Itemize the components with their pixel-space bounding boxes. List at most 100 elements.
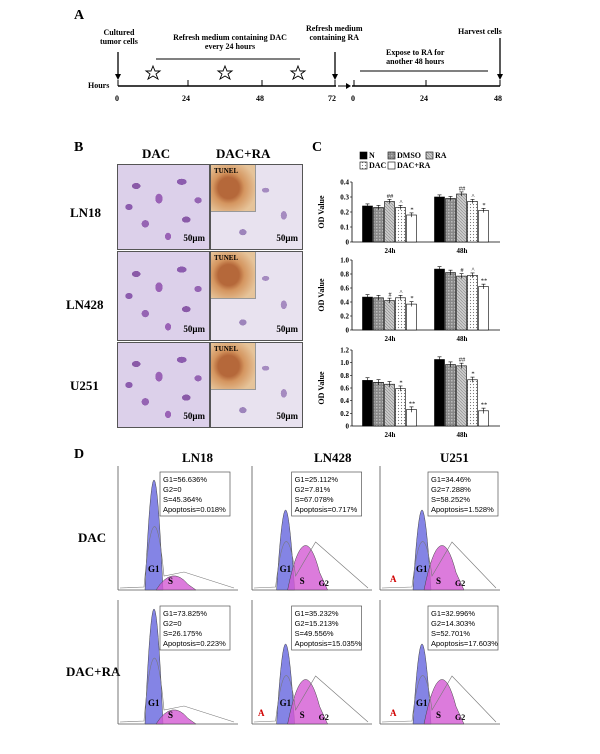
y-tick-label: 1.0: [340, 359, 349, 367]
y-tick-label: 0: [346, 327, 350, 335]
legend-swatch: [359, 151, 368, 160]
histogram-trace: [119, 526, 235, 589]
s-label: S: [168, 576, 173, 586]
apoptosis-label: A: [258, 708, 265, 718]
tick-label: 48: [494, 94, 502, 103]
expose-label: Expose to RA for another 48 hours: [386, 48, 445, 66]
significance-mark: **: [481, 402, 488, 409]
significance-mark: ##: [387, 193, 394, 200]
g1-peak: [144, 608, 164, 725]
y-tick-label: 0: [346, 239, 350, 247]
stats-box: [291, 471, 362, 517]
micrograph-ln428-dac-ra: TUNEL 50μm: [210, 251, 303, 341]
stats-line: Apoptosis=1.528%: [431, 505, 494, 514]
stats-line: G2=0: [163, 619, 182, 628]
g1-peak: [144, 479, 164, 591]
tick-label: 0: [115, 94, 119, 103]
tunel-label: TUNEL: [214, 167, 239, 175]
tunel-label: TUNEL: [214, 254, 239, 262]
harvest-label: Harvest cells: [458, 27, 502, 36]
significance-mark: ^: [471, 266, 474, 273]
row-label-ln18: LN18: [70, 205, 102, 220]
histogram-trace: [253, 541, 369, 589]
y-tick-label: 0.2: [340, 209, 349, 217]
col-header-dac-ra: DAC+RA: [216, 146, 271, 161]
g2-label: G2: [319, 713, 329, 722]
stats-line: G1=73.825%: [163, 609, 207, 618]
g1-label: G1: [416, 698, 428, 708]
row-label-u251: U251: [70, 378, 99, 393]
legend-swatch: [387, 161, 396, 170]
y-tick-label: 0.8: [340, 271, 349, 279]
refresh-dac-label: Refresh medium containing DAC every 24 h…: [173, 33, 287, 51]
y-tick-label: 0: [346, 423, 350, 431]
s-phase-area: [155, 709, 197, 725]
stats-line: G1=35.232%: [295, 609, 339, 618]
apoptosis-label: A: [390, 574, 397, 584]
y-tick-label: 0.2: [340, 410, 349, 418]
y-tick-label: 0.3: [340, 194, 349, 202]
y-axis-label: OD Value: [317, 278, 326, 312]
s-phase-area: [155, 575, 197, 591]
significance-mark: ^: [399, 199, 402, 206]
s-label: S: [436, 576, 441, 586]
stats-line: S=49.556%: [295, 629, 334, 638]
panel-label-c: C: [312, 140, 323, 155]
s-phase-area: [423, 679, 465, 725]
scale-bar-label: 50μm: [183, 411, 205, 421]
micrograph-ln18-dac: 50μm: [117, 164, 210, 250]
stats-line: S=67.078%: [295, 495, 334, 504]
legend-swatch: [359, 161, 368, 170]
y-tick-label: 0.6: [340, 385, 349, 393]
significance-mark: ^: [471, 193, 474, 200]
y-tick-label: 0.8: [340, 372, 349, 380]
panel-label-a: A: [74, 8, 85, 23]
legend-label: DAC+RA: [397, 161, 431, 170]
y-tick-label: 0.4: [340, 179, 349, 187]
g2-label: G2: [455, 579, 465, 588]
refresh-ra-label: Refresh medium containing RA: [306, 24, 363, 42]
legend-label: DAC: [369, 161, 387, 170]
legend-swatch: [387, 151, 396, 160]
stats-line: Apoptosis=0.717%: [295, 505, 358, 514]
significance-mark: *: [410, 295, 413, 302]
tunel-inset: TUNEL: [211, 165, 256, 212]
g1-label: G1: [148, 698, 160, 708]
stats-line: G2=7.81%: [295, 485, 331, 494]
s-label: S: [300, 576, 305, 586]
y-axis-label: OD Value: [317, 371, 326, 405]
x-tick-label: 24h: [385, 335, 396, 343]
stats-line: G1=32.996%: [431, 609, 475, 618]
scale-bar-label: 50μm: [183, 233, 205, 243]
legend-label: N: [369, 151, 375, 160]
g1-peak: [412, 509, 432, 591]
panel-label-b: B: [74, 140, 84, 155]
s-phase-area: [287, 545, 328, 591]
legend-label: RA: [435, 151, 447, 160]
s-label: S: [300, 710, 305, 720]
significance-mark: *: [399, 379, 402, 386]
flow-col-u251: U251: [440, 450, 469, 465]
y-tick-label: 1.0: [340, 257, 349, 265]
stats-line: Apoptosis=15.035%: [295, 639, 362, 648]
stats-line: Apoptosis=17.603%: [431, 639, 498, 648]
y-tick-label: 0.4: [340, 299, 349, 307]
y-axis-label: OD Value: [317, 195, 326, 229]
stats-line: S=26.175%: [163, 629, 202, 638]
micrograph-u251-dac-ra: TUNEL 50μm: [210, 342, 303, 428]
stats-line: G2=14.303%: [431, 619, 475, 628]
tick-label: 24: [420, 94, 428, 103]
micrograph-ln18-dac-ra: TUNEL 50μm: [210, 164, 303, 250]
tick-label: 24: [182, 94, 190, 103]
flow-row-dac-ra: DAC+RA: [66, 664, 121, 679]
apoptosis-label: A: [390, 708, 397, 718]
significance-mark: *: [410, 206, 413, 213]
x-tick-label: 24h: [385, 247, 396, 255]
significance-mark: *: [471, 371, 474, 378]
star-icon: [144, 64, 307, 81]
hours-label: Hours: [88, 81, 110, 90]
stats-line: G1=56.636%: [163, 475, 207, 484]
g2-label: G2: [319, 579, 329, 588]
